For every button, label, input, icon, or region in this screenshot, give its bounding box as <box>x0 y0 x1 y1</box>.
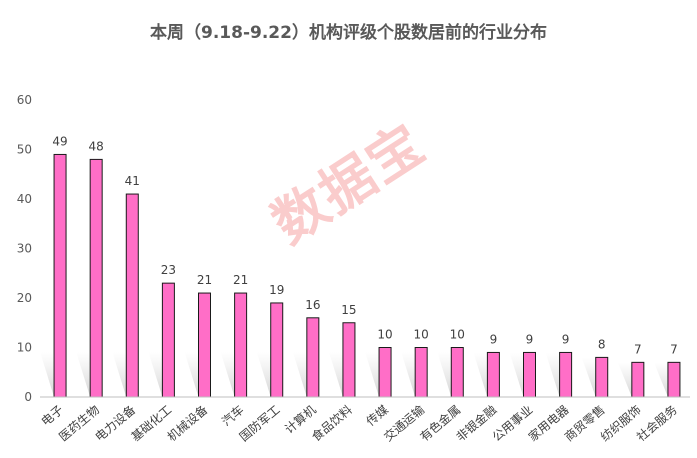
data-label: 8 <box>598 337 606 351</box>
data-label: 15 <box>341 303 356 317</box>
y-tick-label: 10 <box>17 341 32 355</box>
x-tick-label: 电子 <box>39 403 66 429</box>
data-label: 10 <box>377 328 392 342</box>
data-label: 19 <box>269 283 284 297</box>
bar <box>667 361 681 398</box>
bar <box>559 351 573 398</box>
bar <box>198 292 211 398</box>
bar <box>595 356 609 398</box>
x-tick-label: 国防军工 <box>236 402 282 444</box>
data-label: 9 <box>490 332 498 346</box>
data-label: 7 <box>634 342 642 356</box>
bar <box>161 282 175 398</box>
data-label: 16 <box>305 298 320 312</box>
data-label: 21 <box>197 273 212 287</box>
data-label: 49 <box>52 134 67 148</box>
y-tick-label: 30 <box>17 242 32 256</box>
y-tick-label: 60 <box>17 93 32 107</box>
data-label: 9 <box>526 332 534 346</box>
bar <box>89 158 103 398</box>
y-tick-label: 0 <box>24 390 32 404</box>
bar <box>523 351 536 398</box>
bars <box>53 153 681 398</box>
y-tick-label: 40 <box>17 192 32 206</box>
data-label: 21 <box>233 273 248 287</box>
bar <box>306 317 320 398</box>
data-label: 41 <box>125 174 140 188</box>
data-label: 48 <box>89 139 104 153</box>
data-label: 9 <box>562 332 570 346</box>
data-label: 23 <box>161 263 176 277</box>
bar <box>234 292 248 398</box>
x-tick-label: 汽车 <box>219 402 247 429</box>
bar <box>414 347 428 398</box>
x-tick-label: 传媒 <box>363 402 391 429</box>
bar <box>342 322 356 398</box>
y-tick-label: 50 <box>17 143 32 157</box>
data-label: 7 <box>670 342 678 356</box>
bar <box>270 302 284 398</box>
data-label: 10 <box>414 328 429 342</box>
bar <box>125 193 139 398</box>
bar <box>631 361 645 398</box>
data-label: 10 <box>450 328 465 342</box>
y-axis: 0 10 20 30 40 50 60 <box>17 93 32 404</box>
x-tick-label: 机械设备 <box>164 402 210 444</box>
bar <box>486 351 500 398</box>
chart-title: 本周（9.18-9.22）机构评级个股数居前的行业分布 <box>150 23 547 43</box>
bar <box>53 153 67 398</box>
x-tick-label: 食品饮料 <box>308 402 354 444</box>
data-labels: 49 48 41 23 21 21 19 16 15 10 10 10 9 9 9 8 7 7 <box>52 134 677 356</box>
bar <box>450 347 464 398</box>
x-tick-label: 社会服务 <box>633 402 679 444</box>
y-tick-label: 20 <box>17 291 32 305</box>
bar <box>378 347 392 398</box>
